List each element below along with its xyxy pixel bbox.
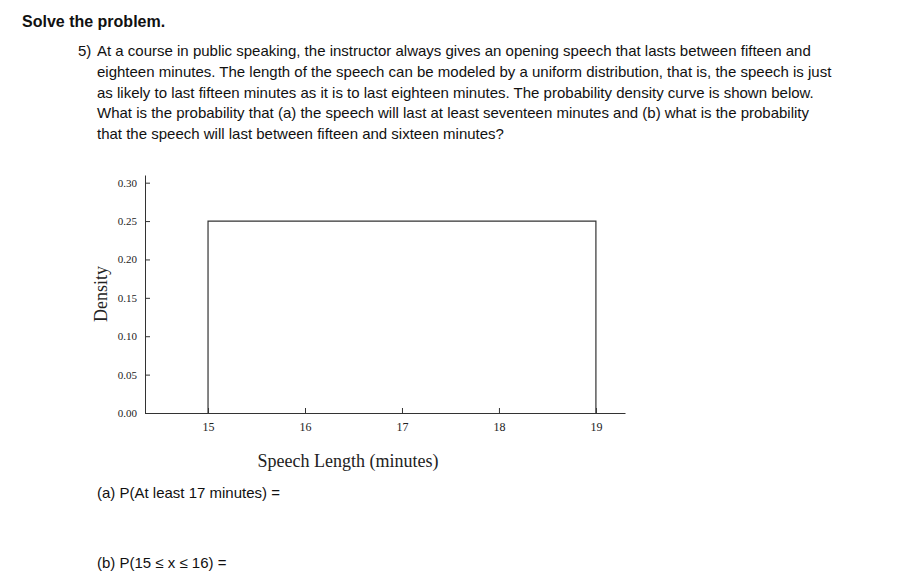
y-tick-mark xyxy=(145,259,150,260)
x-tick-mark xyxy=(305,408,306,413)
y-axis-line xyxy=(145,176,146,414)
x-tick-label: 18 xyxy=(493,420,505,434)
y-tick-mark xyxy=(145,221,150,222)
x-tick: 18 xyxy=(493,408,505,434)
y-tick: 0.15 xyxy=(118,292,150,304)
problem-line: At a course in public speaking, the inst… xyxy=(97,42,811,59)
x-tick-label: 17 xyxy=(396,420,408,434)
problem-line: What is the probability that (a) the spe… xyxy=(97,104,810,121)
y-tick-label: 0.15 xyxy=(118,292,138,304)
y-tick-label: 0.30 xyxy=(118,177,138,189)
question: (a) P(At least 17 minutes) = xyxy=(97,484,280,501)
y-tick-label: 0.10 xyxy=(118,330,138,342)
y-tick: 0.05 xyxy=(118,369,150,381)
y-tick-mark xyxy=(145,336,150,337)
density-curve xyxy=(208,221,596,413)
y-tick-mark xyxy=(145,298,150,299)
chart: 0.00 0.05 0.10 0.15 0.20 0.25 0.30 15 16 17 18 19 Sp… xyxy=(91,176,626,473)
x-axis: 15 16 17 18 19 xyxy=(146,408,626,434)
y-tick-label: 0.25 xyxy=(118,215,138,227)
problem-number: 5) xyxy=(78,42,91,59)
y-tick: 0.00 xyxy=(118,407,150,419)
x-tick-mark xyxy=(499,408,500,413)
x-tick: 16 xyxy=(300,408,312,434)
page: Solve the problem. 5) At a course in publi… xyxy=(0,0,907,575)
x-tick-label: 16 xyxy=(300,420,312,434)
x-tick: 17 xyxy=(396,408,408,434)
plot-area xyxy=(208,221,596,413)
x-axis-line xyxy=(146,413,626,414)
y-tick: 0.25 xyxy=(118,215,150,227)
y-tick-label: 0.05 xyxy=(118,369,138,381)
problem-line: as likely to last fifteen minutes as it … xyxy=(97,84,814,101)
problem-line: eighteen minutes. The length of the spee… xyxy=(97,63,832,80)
y-tick-mark xyxy=(145,183,150,184)
y-axis: 0.00 0.05 0.10 0.15 0.20 0.25 0.30 xyxy=(118,176,150,420)
question: (b) P(15 ≤ x ≤ 16) = xyxy=(97,554,227,571)
y-tick: 0.20 xyxy=(118,253,150,265)
y-axis-title: Density xyxy=(91,266,111,322)
y-tick-label: 0.00 xyxy=(118,407,138,419)
y-tick-label: 0.20 xyxy=(118,253,138,265)
x-axis-title: Speech Length (minutes) xyxy=(258,451,439,472)
problem-line: that the speech will last between fiftee… xyxy=(97,125,504,142)
x-tick-label: 19 xyxy=(590,420,602,434)
x-tick-label: 15 xyxy=(203,420,215,434)
x-tick-mark xyxy=(402,408,403,413)
y-tick: 0.10 xyxy=(118,330,150,342)
y-tick-mark xyxy=(145,375,150,376)
heading: Solve the problem. xyxy=(22,13,165,30)
y-tick: 0.30 xyxy=(118,177,150,189)
